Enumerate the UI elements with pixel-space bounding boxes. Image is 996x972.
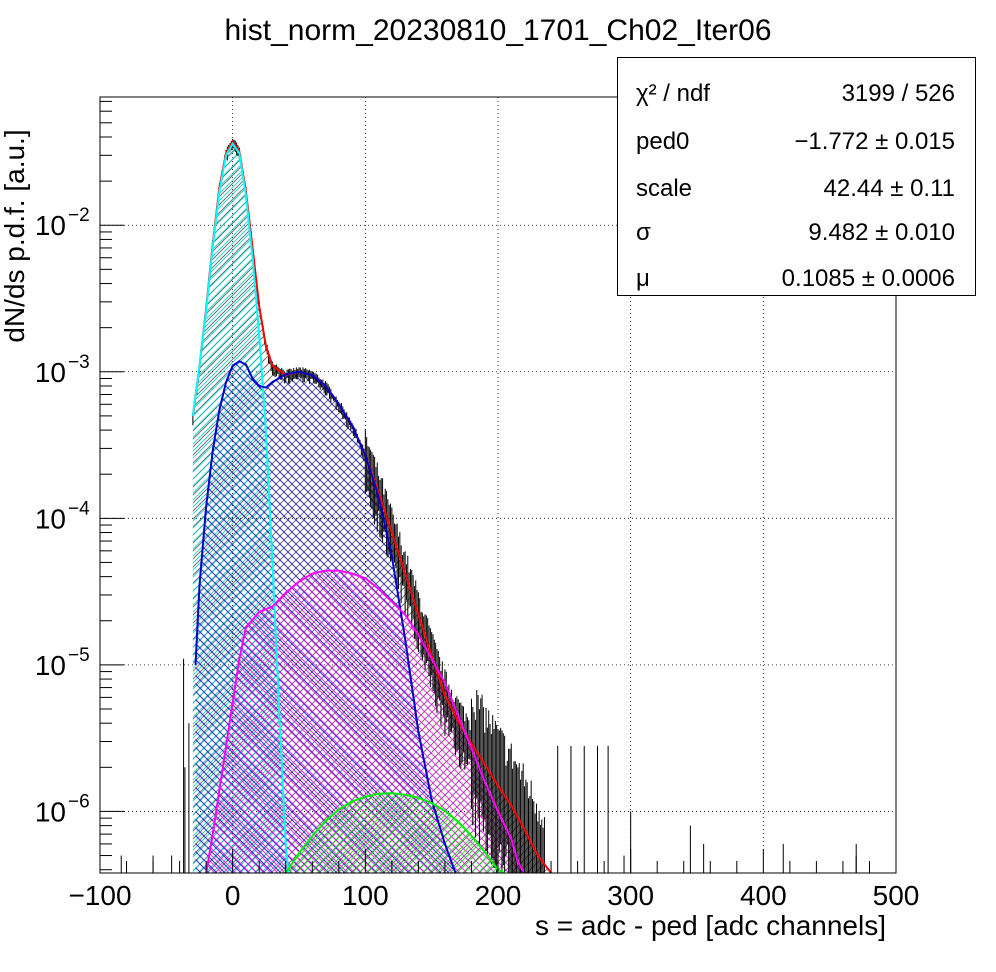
- fit-curve: [284, 792, 506, 873]
- stat-name: ped0: [636, 128, 690, 155]
- stat-row-sigma: σ 9.482 ± 0.010: [618, 211, 975, 257]
- y-tick-label: 10: [35, 796, 66, 827]
- x-tick-label: 500: [873, 880, 920, 911]
- stat-name: scale: [636, 175, 693, 202]
- y-tick-label: 10: [35, 357, 66, 388]
- y-tick-label: 10: [35, 650, 66, 681]
- stat-name: μ: [636, 265, 650, 292]
- x-tick-label: −100: [68, 880, 131, 911]
- fit-statistics-box: χ² / ndf 3199 / 526 ped0 −1.772 ± 0.015 …: [617, 57, 976, 296]
- stat-value: 9.482 ± 0.010: [808, 219, 955, 246]
- hatched-area: [285, 793, 505, 873]
- fit-curve: [205, 569, 526, 873]
- x-tick-label: 100: [342, 880, 389, 911]
- y-tick-exponent: −2: [68, 205, 90, 226]
- fit-curve: [194, 360, 457, 873]
- stat-value: 3199 / 526: [841, 80, 955, 107]
- y-tick-exponent: −5: [68, 645, 90, 666]
- y-tick-exponent: −6: [68, 791, 90, 812]
- stat-row-chi2: χ² / ndf 3199 / 526: [618, 72, 975, 118]
- stat-row-mu: μ 0.1085 ± 0.0006: [618, 257, 975, 303]
- y-tick-label: 10: [35, 210, 66, 241]
- x-tick-label: 400: [740, 880, 787, 911]
- y-tick-label: 10: [35, 503, 66, 534]
- chart-title: hist_norm_20230810_1701_Ch02_Iter06: [224, 14, 772, 47]
- stat-row-scale: scale 42.44 ± 0.11: [618, 167, 975, 213]
- fit-curve: [191, 141, 290, 873]
- x-tick-label: 0: [225, 880, 241, 911]
- x-axis-label: s = adc - ped [adc channels]: [535, 910, 886, 941]
- stat-value: 42.44 ± 0.11: [823, 175, 956, 202]
- hatched-area: [206, 570, 525, 873]
- y-tick-exponent: −4: [68, 498, 90, 519]
- x-tick-label: 300: [607, 880, 654, 911]
- y-tick-exponent: −3: [68, 352, 90, 373]
- stat-name: σ: [636, 219, 651, 246]
- stat-name: χ² / ndf: [636, 80, 710, 107]
- stat-value: −1.772 ± 0.015: [794, 128, 955, 155]
- y-axis-label: dN/ds p.d.f. [a.u.]: [0, 129, 30, 343]
- x-tick-label: 200: [475, 880, 522, 911]
- stat-row-ped0: ped0 −1.772 ± 0.015: [618, 120, 975, 166]
- stat-value: 0.1085 ± 0.0006: [781, 265, 955, 292]
